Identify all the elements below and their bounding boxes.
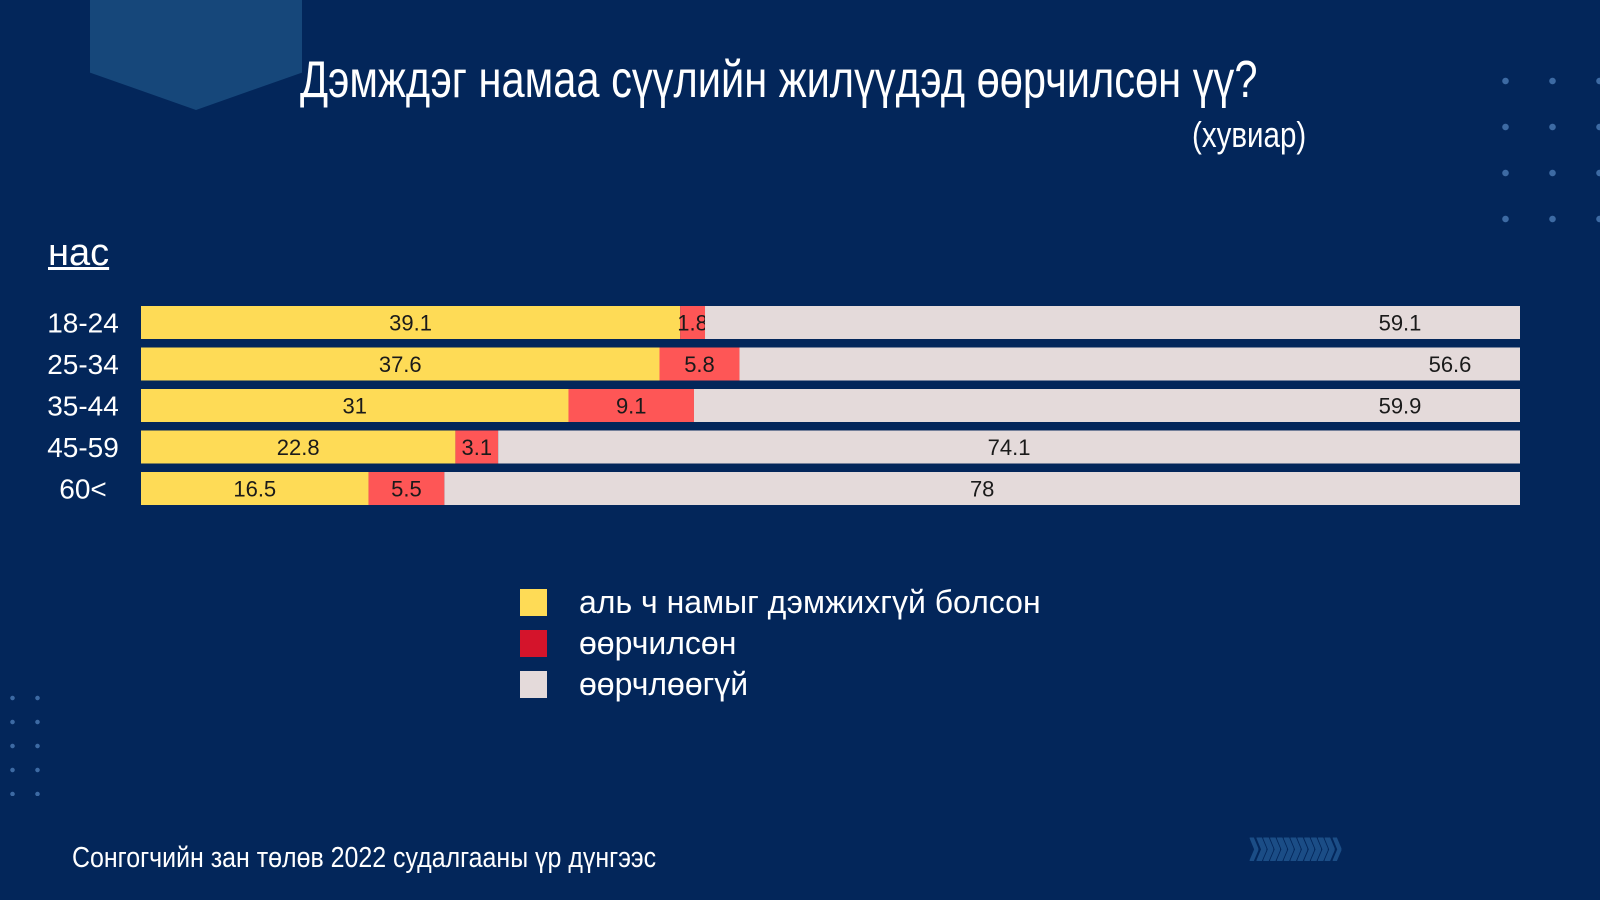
legend-swatch	[520, 630, 547, 657]
bar-segment	[141, 472, 369, 505]
data-label: 56.6	[1429, 352, 1472, 377]
data-label: 37.6	[379, 352, 422, 377]
bar-segment	[680, 306, 706, 339]
legend-item: аль ч намыг дэмжихгүй болсон	[520, 582, 1041, 623]
legend-item: өөрчлөөгүй	[520, 664, 1041, 705]
data-label: 74.1	[988, 435, 1031, 460]
chart-legend: аль ч намыг дэмжихгүй болсон өөрчилсөн ө…	[520, 582, 1041, 705]
y-axis-title: нас	[48, 232, 110, 274]
data-label: 9.1	[616, 394, 647, 419]
data-label: 78	[970, 477, 994, 502]
data-label: 59.1	[1379, 311, 1422, 336]
dot-grid-decoration	[0, 686, 60, 796]
legend-label: өөрчлөөгүй	[579, 666, 749, 702]
bar-segment	[141, 430, 456, 464]
bar-segment	[568, 389, 694, 422]
bar-segment	[693, 389, 1520, 422]
data-label: 16.5	[233, 477, 276, 502]
category-label: 25-34	[47, 349, 119, 380]
legend-swatch	[520, 671, 547, 698]
bar-segment	[368, 472, 445, 505]
source-note: Сонгогчийн зан төлөв 2022 судалгааны үр …	[72, 842, 657, 874]
legend-item: өөрчилсөн	[520, 623, 1041, 664]
category-label: 60<	[59, 474, 107, 505]
bar-segment	[141, 347, 660, 381]
data-label: 3.1	[461, 435, 492, 460]
double-chevron-right-icon: »»»»»»»»»»»»	[1248, 811, 1343, 878]
chart-subtitle: (хувиар)	[1192, 114, 1307, 155]
bar-segment	[141, 389, 569, 422]
category-label: 45-59	[47, 432, 119, 463]
data-label: 22.8	[277, 435, 320, 460]
dot-grid-decoration	[1482, 58, 1600, 248]
bar-segment	[739, 347, 1520, 381]
category-label: 35-44	[47, 391, 119, 422]
data-label: 1.8	[677, 311, 708, 336]
data-label: 31	[343, 394, 367, 419]
data-label: 39.1	[389, 311, 432, 336]
bar-segment	[498, 430, 1520, 464]
category-label: 18-24	[47, 308, 119, 339]
chart-title: Дэмждэг намаа сүүлийн жилүүдэд өөрчилсөн…	[300, 51, 1258, 109]
data-label: 5.5	[391, 477, 422, 502]
data-label: 5.8	[684, 352, 715, 377]
bar-segment	[659, 347, 740, 381]
bar-segment	[455, 430, 499, 464]
legend-swatch	[520, 589, 547, 616]
bar-segment	[141, 306, 681, 339]
bar-segment	[444, 472, 1520, 505]
legend-label: аль ч намыг дэмжихгүй болсон	[579, 584, 1041, 620]
legend-label: өөрчилсөн	[579, 625, 737, 661]
bar-segment	[705, 306, 1520, 339]
data-label: 59.9	[1379, 394, 1422, 419]
